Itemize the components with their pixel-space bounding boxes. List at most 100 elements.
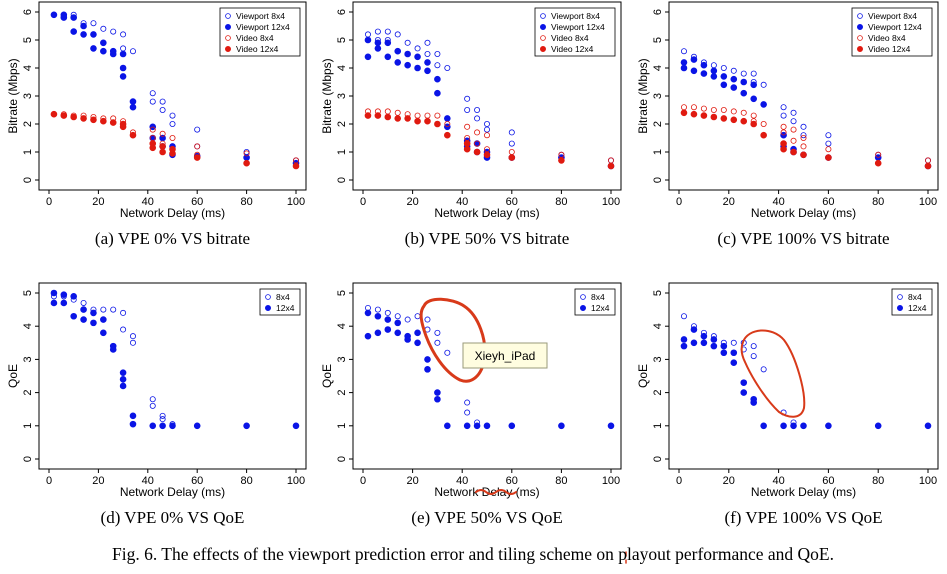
x-axis-label: Network Delay (ms) (751, 206, 856, 220)
data-point (374, 112, 382, 119)
x-tick-label: 0 (676, 475, 682, 487)
data-point (374, 28, 381, 35)
data-point (169, 422, 176, 430)
legend-marker (225, 35, 231, 41)
data-point (159, 412, 166, 419)
data-point (700, 70, 708, 77)
y-tick-label: 0 (336, 177, 348, 183)
data-point (374, 312, 382, 320)
data-point (730, 349, 738, 357)
y-tick-label: 5 (652, 37, 664, 43)
plot-frame (38, 282, 307, 470)
data-point (129, 420, 137, 428)
data-point (464, 95, 471, 102)
y-tick-label: 3 (652, 93, 664, 99)
data-point (700, 105, 707, 112)
x-axis-label: Network Delay (ms) (120, 485, 225, 499)
data-point (925, 157, 932, 164)
x-tick-label: 60 (191, 475, 203, 487)
data-point (404, 61, 411, 69)
data-point (730, 84, 738, 91)
data-point (474, 107, 481, 114)
data-point (120, 309, 127, 316)
chart-panel-5: 0 20 40 60 80 100 0 1 2 3 4 5 Network Delay (ms) QoE 8… (636, 282, 939, 527)
y-axis-label: QoE (320, 364, 334, 388)
legend-marker (897, 304, 904, 311)
y-axis-label: Bitrate (Mbps) (320, 58, 334, 133)
data-point (680, 336, 688, 343)
series-1 (680, 56, 932, 170)
data-point (414, 64, 421, 72)
data-point (680, 59, 688, 66)
data-point (607, 422, 615, 430)
data-point (100, 47, 107, 55)
series-1 (50, 289, 300, 430)
data-point (464, 107, 471, 114)
data-point (384, 113, 392, 121)
legend-entry: Video 8x4 (551, 33, 589, 43)
chart-panel-0: 0 20 40 60 80 100 0 1 2 3 4 5 6 Network Delay (ms) Bit… (6, 1, 307, 248)
data-point (149, 126, 156, 133)
chart-panel-3: 0 20 40 60 80 100 0 1 2 3 4 5 Network Delay (ms) QoE 8… (6, 282, 307, 527)
figure-caption: Fig. 6. The effects of the viewport pred… (112, 544, 834, 564)
x-tick-label: 100 (287, 475, 305, 487)
y-axis-label: Bitrate (Mbps) (636, 58, 650, 133)
series-0 (680, 313, 932, 429)
data-point (120, 45, 127, 52)
x-tick-label: 100 (287, 196, 305, 208)
data-point (474, 140, 481, 147)
data-point (558, 422, 565, 430)
data-point (119, 123, 127, 131)
data-point (444, 349, 451, 356)
note-text: Xieyh_iPad (475, 349, 536, 363)
x-tick-label: 40 (142, 196, 154, 208)
x-tick-label: 80 (240, 196, 252, 208)
data-point (680, 48, 687, 55)
data-point (243, 150, 250, 157)
x-tick-label: 20 (406, 475, 418, 487)
data-point (364, 53, 372, 61)
data-point (110, 306, 117, 313)
legend-entry: Viewport 8x4 (868, 11, 917, 21)
x-tick-label: 40 (772, 475, 784, 487)
x-tick-label: 20 (92, 196, 104, 208)
data-point (159, 422, 166, 430)
y-tick-label: 6 (22, 9, 34, 15)
data-point (473, 148, 481, 156)
data-point (825, 146, 832, 153)
y-tick-label: 4 (652, 65, 664, 71)
data-point (194, 143, 201, 150)
data-point (750, 112, 757, 119)
data-point (700, 339, 708, 347)
legend-entry: Viewport 12x4 (236, 22, 290, 32)
data-point (740, 109, 747, 116)
data-point (800, 151, 807, 159)
data-point (780, 140, 787, 147)
legend-marker (857, 13, 863, 19)
legend-marker (224, 23, 231, 30)
data-point (50, 289, 58, 297)
y-tick-label: 1 (22, 423, 34, 429)
data-point (730, 67, 737, 74)
legend-marker (225, 13, 231, 19)
legend-marker (580, 294, 586, 300)
data-point (875, 151, 882, 158)
legend-marker (897, 294, 903, 300)
series-3 (364, 112, 615, 170)
data-point (690, 326, 698, 333)
y-tick-label: 1 (336, 423, 348, 429)
data-point (740, 78, 748, 86)
data-point (119, 73, 127, 80)
data-point (690, 110, 698, 118)
y-axis-label: QoE (636, 364, 650, 388)
data-point (434, 120, 441, 128)
data-point (193, 422, 201, 430)
data-point (710, 342, 718, 350)
data-point (463, 145, 471, 153)
data-point (109, 119, 117, 126)
data-point (394, 313, 401, 320)
legend-entry: Video 8x4 (236, 33, 274, 43)
legend-entry: 12x4 (591, 303, 610, 313)
legend-box (851, 7, 933, 57)
